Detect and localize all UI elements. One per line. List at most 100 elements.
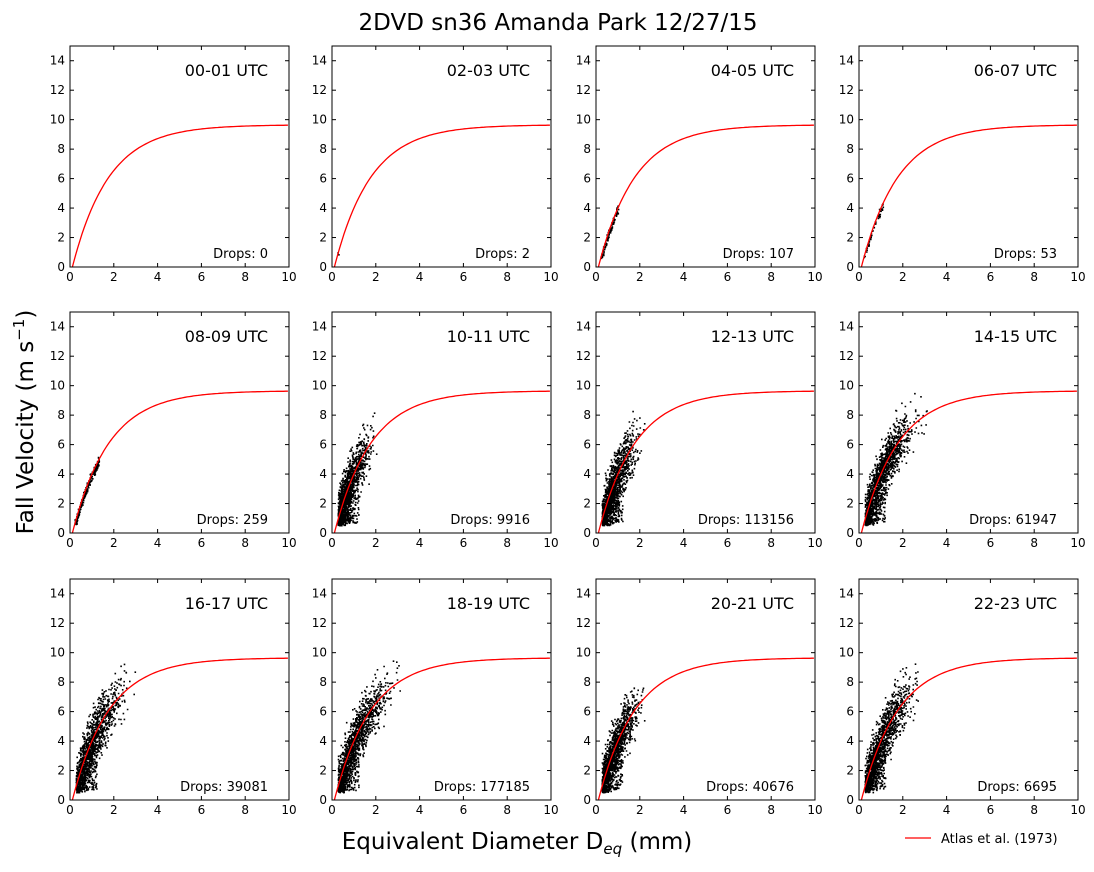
y-tick-label: 14 (839, 587, 854, 601)
x-tick-label: 4 (943, 270, 951, 284)
x-tick-label: 10 (807, 803, 822, 817)
y-tick-label: 6 (57, 705, 65, 719)
y-axis-title: Fall Velocity (m s−1) (10, 310, 39, 535)
drops-count-label: Drops: 259 (197, 513, 268, 528)
drops-count-label: Drops: 177185 (434, 780, 530, 795)
drops-count-label: Drops: 9916 (450, 513, 530, 528)
panel-4: 0 2 4 6 8 10 0 2 4 6 8 10 12 14 08-09 UTC Drops: 259 (50, 311, 297, 550)
atlas-curve (71, 390, 288, 533)
x-tick-label: 6 (460, 270, 468, 284)
y-tick-label: 4 (319, 467, 327, 481)
x-tick-label: 10 (543, 803, 558, 817)
x-tick-label: 6 (987, 803, 995, 817)
y-tick-label: 6 (319, 705, 327, 719)
x-tick-label: 8 (1030, 536, 1038, 550)
y-tick-label: 6 (57, 438, 65, 452)
x-tick-label: 8 (767, 803, 775, 817)
y-tick-label: 8 (57, 408, 65, 422)
plot-frame (858, 45, 1079, 268)
x-tick-label: 0 (66, 803, 74, 817)
y-tick-label: 14 (576, 54, 591, 68)
x-tick-label: 0 (592, 270, 600, 284)
x-tick-label: 2 (636, 270, 644, 284)
y-tick-label: 6 (583, 705, 591, 719)
y-tick-label: 2 (57, 497, 65, 511)
x-tick-label: 0 (328, 536, 336, 550)
x-tick-label: 0 (66, 536, 74, 550)
panel-1: 0 2 4 6 8 10 0 2 4 6 8 10 12 14 02-03 UTC Drops: 2 (312, 45, 559, 284)
x-tick-label: 0 (855, 270, 863, 284)
panel-11: 0 2 4 6 8 10 0 2 4 6 8 10 12 14 22-23 UTC Drops: 6695 (839, 578, 1086, 817)
y-tick-label: 2 (319, 764, 327, 778)
y-tick-label: 12 (576, 83, 591, 97)
panel-title: 20-21 UTC (711, 594, 794, 613)
legend-label: Atlas et al. (1973) (941, 832, 1058, 847)
x-tick-label: 8 (241, 270, 249, 284)
y-tick-label: 0 (319, 793, 327, 807)
drops-count-label: Drops: 107 (723, 247, 794, 262)
y-tick-label: 2 (846, 764, 854, 778)
panel-9: 0 2 4 6 8 10 0 2 4 6 8 10 12 14 18-19 UTC Drops: 177185 (312, 578, 559, 817)
y-tick-label: 12 (50, 616, 65, 630)
x-tick-label: 4 (680, 536, 688, 550)
x-tick-label: 2 (110, 270, 118, 284)
y-tick-label: 8 (583, 408, 591, 422)
y-tick-label: 14 (312, 54, 327, 68)
atlas-curve (597, 390, 814, 533)
x-tick-label: 8 (767, 536, 775, 550)
x-tick-label: 8 (767, 270, 775, 284)
y-tick-label: 0 (57, 793, 65, 807)
x-tick-label: 0 (592, 803, 600, 817)
legend: Atlas et al. (1973) (905, 832, 1058, 847)
x-tick-label: 4 (416, 803, 424, 817)
panel-6: 0 2 4 6 8 10 0 2 4 6 8 10 12 14 12-13 UTC Drops: 113156 (576, 311, 823, 550)
x-tick-label: 2 (372, 270, 380, 284)
panel-grid: 0 2 4 6 8 10 0 2 4 6 8 10 12 14 00-01 UTC Drops: 0 0 2 4 6 8… (50, 45, 1086, 817)
scatter-series (337, 412, 378, 527)
atlas-curve (860, 657, 1077, 800)
drops-count-label: Drops: 0 (213, 247, 268, 262)
y-tick-label: 6 (846, 438, 854, 452)
y-tick-label: 8 (846, 675, 854, 689)
panel-10: 0 2 4 6 8 10 0 2 4 6 8 10 12 14 20-21 UTC Drops: 40676 (576, 578, 823, 817)
y-tick-label: 6 (846, 705, 854, 719)
y-tick-label: 14 (50, 587, 65, 601)
panel-title: 08-09 UTC (185, 327, 268, 346)
y-tick-label: 8 (319, 142, 327, 156)
scatter-points (863, 203, 885, 259)
panel-title: 12-13 UTC (711, 327, 794, 346)
scatter-points (601, 687, 646, 794)
y-tick-label: 2 (846, 231, 854, 245)
x-tick-label: 8 (1030, 803, 1038, 817)
y-tick-label: 8 (319, 408, 327, 422)
plot-frame (331, 45, 552, 268)
drops-count-label: Drops: 2 (475, 247, 530, 262)
y-tick-label: 6 (583, 438, 591, 452)
plot-frame (858, 578, 1079, 801)
x-tick-label: 4 (943, 536, 951, 550)
drops-count-label: Drops: 113156 (698, 513, 794, 528)
plot-frame (858, 311, 1079, 534)
y-tick-label: 4 (583, 201, 591, 215)
plot-frame (595, 45, 816, 268)
x-tick-label: 6 (724, 536, 732, 550)
scatter-points (864, 392, 928, 527)
y-tick-label: 8 (846, 408, 854, 422)
x-tick-label: 0 (855, 536, 863, 550)
y-tick-label: 6 (583, 172, 591, 186)
y-tick-label: 10 (839, 646, 854, 660)
y-tick-label: 10 (576, 113, 591, 127)
x-tick-label: 8 (503, 536, 511, 550)
y-tick-label: 12 (312, 349, 327, 363)
scatter-series (337, 660, 401, 794)
y-axis-title-suffix: ) (13, 310, 39, 319)
y-tick-label: 8 (846, 142, 854, 156)
x-tick-label: 0 (66, 270, 74, 284)
y-tick-label: 0 (583, 260, 591, 274)
y-tick-label: 4 (583, 734, 591, 748)
panel-0: 0 2 4 6 8 10 0 2 4 6 8 10 12 14 00-01 UTC Drops: 0 (50, 45, 297, 284)
x-tick-label: 6 (198, 536, 206, 550)
y-tick-label: 4 (57, 201, 65, 215)
x-tick-label: 8 (241, 536, 249, 550)
x-tick-label: 4 (943, 803, 951, 817)
